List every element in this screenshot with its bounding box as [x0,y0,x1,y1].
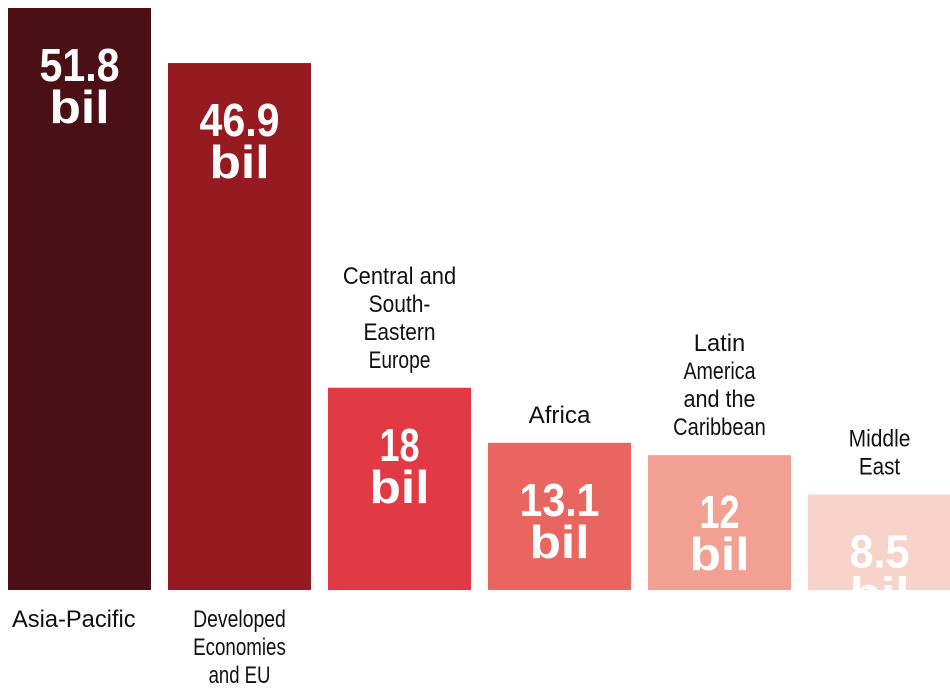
category-label: Europe [369,347,431,374]
value-label: 46.9 [200,94,280,146]
bar-4 [648,455,791,590]
unit-label: bil [530,516,590,568]
value-label: 18 [380,419,420,471]
category-label: and the [683,386,755,413]
category-label: Africa [529,402,591,429]
value-label: 12 [700,486,740,538]
category-label: Central and [343,263,456,290]
unit-label: bil [370,461,430,513]
value-label: 8.5 [850,525,910,577]
bar-1 [168,63,311,590]
category-label: Asia-Pacific [12,606,136,633]
value-label: 13.1 [520,474,600,526]
category-label: Latin [694,330,746,357]
bar-0 [8,8,151,590]
unit-label: bil [690,528,750,580]
category-label: Eastern [363,319,435,346]
unit-label: bil [50,81,110,133]
unit-label: bil [210,136,270,188]
unit-label: bil [850,567,910,619]
category-label: Caribbean [673,414,766,441]
category-label: Economies [193,634,286,661]
bar-3 [488,442,631,590]
value-label: 51.8 [40,39,120,91]
category-label: America [683,358,756,385]
bar-5 [808,494,950,590]
category-label: Developed [193,606,286,633]
category-label: South- [369,291,431,318]
category-label: and EU [209,662,271,689]
category-label: Middle [849,425,911,452]
bar-2 [328,387,471,590]
category-label: East [859,453,900,480]
